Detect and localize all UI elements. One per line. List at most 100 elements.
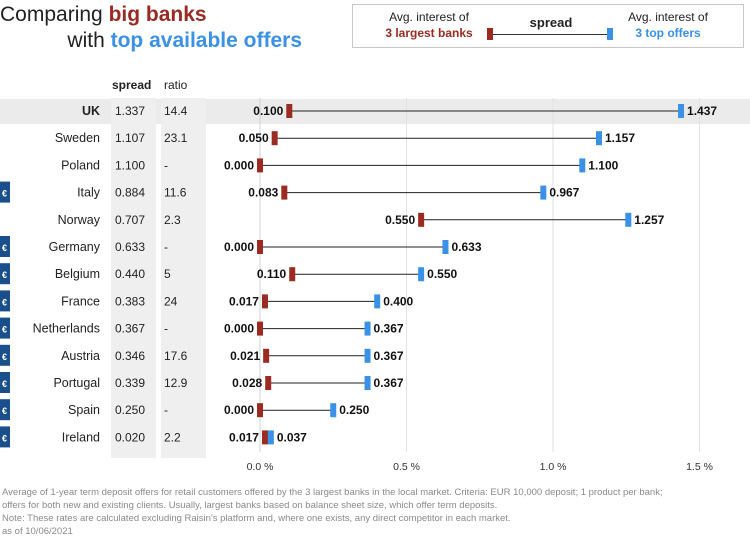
row-spread-value: 0.346 (115, 349, 145, 363)
row-country: UK (82, 104, 100, 118)
big-banks-value-label: 0.000 (224, 403, 254, 417)
top-offers-value-label: 0.550 (427, 267, 457, 281)
euro-badge-symbol: € (2, 379, 7, 389)
row-ratio-value: 2.3 (164, 213, 181, 227)
top-offers-marker (364, 348, 371, 363)
row-spread-value: 0.339 (115, 376, 145, 390)
legend-top-offers-line1: Avg. interest of (628, 10, 708, 24)
big-banks-value-label: 0.050 (239, 131, 269, 145)
spread-column-header: spread (112, 78, 152, 92)
top-offers-marker (579, 158, 586, 173)
x-tick-label: 1.0 % (540, 461, 567, 473)
legend-spread-label: spread (529, 15, 573, 30)
row-country: Spain (68, 403, 100, 417)
row-country: Norway (58, 213, 101, 227)
row-country: Netherlands (33, 322, 100, 336)
legend-big-banks-marker (487, 28, 493, 40)
legend-box: Avg. interest of 3 largest banks spread … (352, 4, 744, 48)
row-ratio-value: 23.1 (164, 131, 188, 145)
x-tick-label: 0.0 % (247, 461, 274, 473)
row-country: Ireland (62, 430, 100, 444)
euro-badge (0, 181, 10, 203)
big-banks-value-label: 0.083 (248, 186, 278, 200)
top-offers-value-label: 0.967 (549, 186, 579, 200)
row-ratio-value: 2.2 (164, 430, 181, 444)
row-ratio-value: 17.6 (164, 349, 188, 363)
row-country: Sweden (55, 131, 100, 145)
row-spread-value: 1.337 (115, 104, 145, 118)
row-spread-value: 0.383 (115, 294, 145, 308)
row-country: Poland (61, 158, 100, 172)
row-ratio-value: - (164, 403, 168, 417)
euro-badge (0, 290, 10, 312)
legend-top-offers-line2: 3 top offers (635, 26, 701, 40)
x-tick-label: 0.5 % (393, 461, 420, 473)
row-country: France (61, 294, 100, 308)
top-offers-value-label: 0.633 (451, 240, 481, 254)
euro-badge (0, 317, 10, 339)
legend-spread-line (490, 34, 610, 35)
euro-badge-symbol: € (2, 325, 7, 335)
legend-big-banks: Avg. interest of 3 largest banks (359, 9, 499, 41)
big-banks-marker (281, 185, 288, 200)
row-ratio-value: 5 (164, 267, 171, 281)
big-banks-marker (257, 158, 263, 173)
euro-badge (0, 263, 10, 285)
top-offers-marker (596, 131, 603, 146)
row-spread-value: 1.107 (115, 131, 145, 145)
top-offers-value-label: 0.037 (277, 430, 307, 444)
row-spread-value: 0.440 (115, 267, 145, 281)
row-spread-value: 0.367 (115, 322, 145, 336)
big-banks-marker (418, 212, 425, 227)
big-banks-marker (257, 321, 263, 336)
big-banks-value-label: 0.110 (257, 267, 287, 281)
top-offers-value-label: 0.400 (383, 294, 413, 308)
row-country: Austria (61, 349, 100, 363)
top-offers-marker (364, 376, 371, 390)
top-offers-value-label: 0.367 (374, 349, 404, 363)
top-offers-marker (267, 430, 274, 445)
big-banks-marker (271, 131, 278, 146)
top-offers-marker (540, 185, 547, 200)
euro-badge (0, 372, 10, 393)
euro-badge-symbol: € (2, 297, 7, 307)
euro-badge-symbol: € (2, 243, 7, 253)
big-banks-value-label: 0.000 (224, 322, 254, 336)
row-ratio-value: - (164, 158, 168, 172)
ratio-column-background (161, 98, 206, 458)
top-offers-marker (442, 240, 449, 254)
footnote-line-3: Note: These rates are calculated excludi… (2, 513, 511, 524)
title-line1-prefix: Comparing (0, 3, 109, 26)
top-offers-value-label: 0.367 (374, 322, 404, 336)
row-spread-value: 0.250 (115, 403, 145, 417)
row-ratio-value: - (164, 240, 168, 254)
big-banks-marker (261, 430, 268, 445)
euro-badge-symbol: € (2, 433, 7, 443)
row-spread-value: 0.707 (115, 213, 145, 227)
big-banks-value-label: 0.017 (229, 294, 259, 308)
row-ratio-value: - (164, 322, 168, 336)
big-banks-value-label: 0.550 (385, 213, 415, 227)
top-offers-marker (364, 321, 371, 336)
top-offers-marker (330, 403, 337, 418)
euro-badge (0, 236, 10, 257)
big-banks-value-label: 0.000 (224, 240, 254, 254)
top-offers-value-label: 0.367 (374, 376, 404, 390)
legend-top-offers: Avg. interest of 3 top offers (603, 9, 733, 41)
big-banks-value-label: 0.000 (224, 158, 254, 172)
big-banks-value-label: 0.100 (253, 104, 283, 118)
big-banks-marker (261, 294, 268, 309)
top-offers-marker (625, 212, 632, 227)
dumbbell-chart: 0.0 % 0.5 % 1.0 % 1.5 % UK 1.337 14.4 0.100 1.43… (0, 98, 717, 473)
top-offers-value-label: 1.437 (687, 104, 717, 118)
euro-badge-symbol: € (2, 189, 7, 199)
row-country: Portugal (53, 376, 100, 390)
row-ratio-value: 24 (164, 294, 178, 308)
big-banks-marker (289, 267, 296, 282)
top-offers-value-label: 0.250 (339, 403, 369, 417)
legend-big-banks-line1: Avg. interest of (389, 10, 469, 24)
euro-badge (0, 344, 10, 366)
top-offers-marker (374, 294, 381, 309)
big-banks-marker (286, 104, 293, 118)
euro-badge-symbol: € (2, 406, 7, 416)
